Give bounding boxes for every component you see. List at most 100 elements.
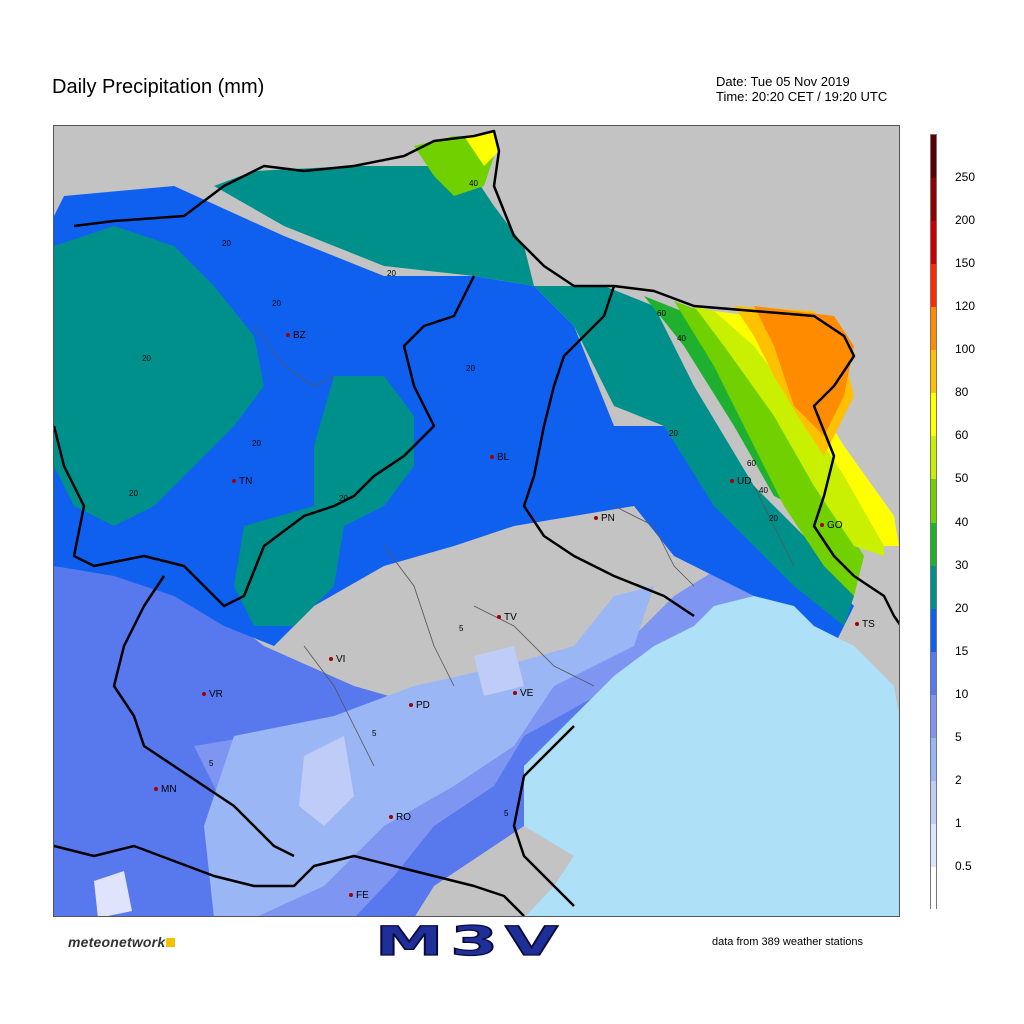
legend-label: 30: [955, 557, 969, 572]
legend-label: 200: [955, 213, 976, 228]
legend-label: 2: [955, 772, 962, 787]
city-label: BZ: [293, 330, 306, 341]
precip-band-north-60: [464, 131, 499, 166]
precip-band-50: [694, 306, 884, 556]
legend-swatch: [931, 178, 936, 222]
city-marker[interactable]: TV: [497, 613, 517, 623]
city-marker[interactable]: BZ: [286, 331, 306, 341]
precip-band-100: [754, 306, 854, 436]
contour-label: 5: [504, 809, 509, 818]
legend-label: 80: [955, 385, 969, 400]
contour-label: 20: [272, 299, 281, 308]
legend-swatch: [931, 479, 936, 523]
city-label: BL: [497, 452, 510, 463]
legend-label: 150: [955, 256, 976, 271]
contour-label: 20: [222, 239, 231, 248]
contour-label: 20: [129, 489, 138, 498]
precip-band-20-central: [314, 376, 414, 526]
city-label: VE: [520, 688, 534, 699]
legend-label: 100: [955, 342, 976, 357]
legend-swatch: [931, 608, 936, 653]
region-borders: [54, 129, 899, 916]
legend-label: 1: [955, 815, 962, 830]
city-label: PN: [601, 513, 615, 524]
legend-swatch: [931, 737, 936, 782]
m3v-logo: M3V: [374, 922, 561, 960]
city-label: RO: [396, 812, 411, 823]
city-marker[interactable]: TS: [855, 620, 875, 630]
contour-label: 60: [747, 459, 756, 468]
city-label: TV: [504, 612, 517, 623]
contour-label: 60: [657, 309, 666, 318]
contour-labels: 20 20 20 20 20 20 20 20 40 60 40 20 60 4…: [129, 179, 778, 818]
legend-swatch: [931, 350, 936, 394]
contour-label: 40: [469, 179, 478, 188]
legend-label: 15: [955, 643, 969, 658]
city-label: FE: [356, 890, 369, 901]
province-borders: [253, 325, 795, 767]
contour-label: 20: [769, 514, 778, 523]
city-marker[interactable]: VR: [202, 690, 223, 700]
legend-swatch: [931, 780, 936, 825]
legend-colorbar: [930, 134, 937, 911]
date-text: Date: Tue 05 Nov 2019: [716, 74, 850, 89]
precip-band-1b: [474, 646, 524, 696]
legend-label: 60: [955, 428, 969, 443]
city-marker[interactable]: RO: [389, 813, 411, 823]
datetime-block: Date: Tue 05 Nov 2019 Time: 20:20 CET / …: [716, 74, 887, 104]
city-marker[interactable]: GO: [820, 521, 843, 531]
contour-label: 20: [466, 364, 475, 373]
legend-swatch: [931, 264, 936, 308]
legend-label: 250: [955, 170, 976, 185]
precip-band-20-east: [534, 286, 854, 626]
city-label: TN: [239, 476, 253, 487]
legend-swatch: [931, 221, 936, 265]
legend-swatch: [931, 651, 936, 696]
legend-label: 50: [955, 471, 969, 486]
legend-label: 5: [955, 729, 962, 744]
city-marker[interactable]: VE: [513, 689, 533, 699]
precip-band-20-west: [54, 226, 264, 526]
precip-band-20-sw: [234, 506, 344, 626]
city-marker[interactable]: PN: [594, 514, 615, 524]
meteonetwork-logo: meteonetwork: [68, 934, 176, 950]
legend-label: 0.5: [955, 858, 972, 873]
contour-label: 5: [459, 624, 464, 633]
city-label: PD: [416, 700, 430, 711]
contour-label: 20: [142, 354, 151, 363]
border-veneto-lombardy: [112, 575, 295, 858]
map-canvas: 20 20 20 20 20 20 20 20 40 60 40 20 60 4…: [54, 126, 899, 916]
stations-note: data from 389 weather stations: [712, 936, 864, 948]
sea-adriatic: [524, 596, 899, 916]
legend-swatch: [931, 522, 936, 567]
precip-band-0-5: [94, 871, 132, 916]
city-marker[interactable]: UD: [730, 477, 751, 487]
contour-label: 20: [339, 494, 348, 503]
contour-label: 20: [387, 269, 396, 278]
precip-band-2: [204, 586, 654, 916]
legend-label: 120: [955, 299, 976, 314]
precip-band-60: [714, 311, 899, 546]
legend-label: 20: [955, 600, 969, 615]
city-marker[interactable]: PD: [409, 701, 430, 711]
city-marker[interactable]: FE: [349, 891, 369, 901]
border-veneto-fvg: [522, 285, 695, 618]
precip-band-30: [644, 296, 794, 506]
contour-label: 5: [209, 759, 214, 768]
time-text: Time: 20:20 CET / 19:20 UTC: [716, 89, 888, 104]
legend-label: 40: [955, 514, 969, 529]
city-marker[interactable]: VI: [329, 655, 345, 665]
contour-label: 5: [372, 729, 377, 738]
legend-label: 10: [955, 686, 969, 701]
legend-swatch: [931, 436, 936, 480]
city-marker[interactable]: TN: [232, 477, 252, 487]
city-marker[interactable]: BL: [490, 453, 509, 463]
border-trentino-veneto: [54, 275, 476, 608]
legend-swatch: [931, 135, 936, 179]
precipitation-map[interactable]: 20 20 20 20 20 20 20 20 40 60 40 20 60 4…: [53, 125, 900, 917]
border-po-river: [54, 844, 525, 916]
city-label: MN: [161, 784, 177, 795]
contour-label: 20: [669, 429, 678, 438]
contour-label: 40: [759, 486, 768, 495]
city-marker[interactable]: MN: [154, 785, 177, 795]
